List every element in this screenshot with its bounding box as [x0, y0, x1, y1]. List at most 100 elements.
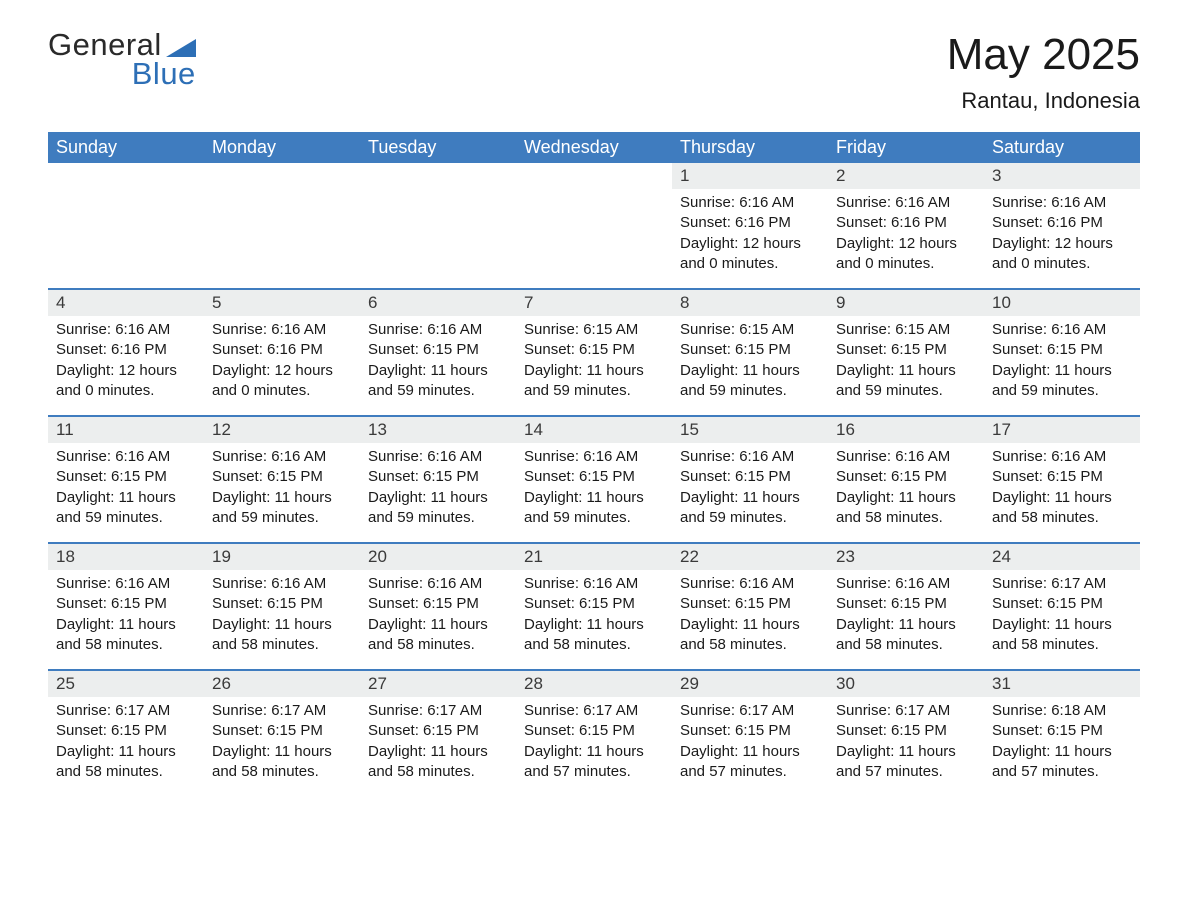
day-sunset-line: Sunset: 6:15 PM	[992, 594, 1132, 614]
day-sunset-line: Sunset: 6:15 PM	[836, 594, 976, 614]
calendar-day-cell: 19Sunrise: 6:16 AMSunset: 6:15 PMDayligh…	[204, 544, 360, 668]
day-daylight1-line: Daylight: 11 hours	[56, 615, 196, 635]
day-daylight1-line: Daylight: 11 hours	[992, 488, 1132, 508]
day-daylight1-line: Daylight: 11 hours	[680, 361, 820, 381]
day-number: 18	[48, 544, 204, 570]
day-daylight2-line: and 58 minutes.	[992, 635, 1132, 655]
day-daylight2-line: and 59 minutes.	[212, 508, 352, 528]
day-daylight1-line: Daylight: 11 hours	[212, 742, 352, 762]
day-number: 12	[204, 417, 360, 443]
day-daylight2-line: and 58 minutes.	[56, 635, 196, 655]
day-sunrise-line: Sunrise: 6:17 AM	[368, 701, 508, 721]
day-sunrise-line: Sunrise: 6:17 AM	[680, 701, 820, 721]
day-details: Sunrise: 6:16 AMSunset: 6:15 PMDaylight:…	[360, 443, 516, 534]
calendar-week-row: 18Sunrise: 6:16 AMSunset: 6:15 PMDayligh…	[48, 542, 1140, 668]
day-sunset-line: Sunset: 6:15 PM	[836, 340, 976, 360]
day-daylight2-line: and 0 minutes.	[992, 254, 1132, 274]
calendar-day-cell: 27Sunrise: 6:17 AMSunset: 6:15 PMDayligh…	[360, 671, 516, 795]
dow-header-cell: Tuesday	[360, 132, 516, 163]
calendar-day-cell: 18Sunrise: 6:16 AMSunset: 6:15 PMDayligh…	[48, 544, 204, 668]
day-sunset-line: Sunset: 6:15 PM	[368, 340, 508, 360]
day-sunrise-line: Sunrise: 6:17 AM	[212, 701, 352, 721]
day-sunrise-line: Sunrise: 6:16 AM	[56, 447, 196, 467]
day-daylight1-line: Daylight: 11 hours	[836, 488, 976, 508]
calendar-day-cell: 29Sunrise: 6:17 AMSunset: 6:15 PMDayligh…	[672, 671, 828, 795]
calendar-day-cell: 14Sunrise: 6:16 AMSunset: 6:15 PMDayligh…	[516, 417, 672, 541]
day-daylight1-line: Daylight: 11 hours	[524, 615, 664, 635]
day-daylight2-line: and 59 minutes.	[992, 381, 1132, 401]
day-details: Sunrise: 6:16 AMSunset: 6:15 PMDaylight:…	[984, 316, 1140, 407]
day-number: 5	[204, 290, 360, 316]
day-daylight2-line: and 58 minutes.	[836, 635, 976, 655]
day-details: Sunrise: 6:16 AMSunset: 6:16 PMDaylight:…	[672, 189, 828, 280]
day-number: 17	[984, 417, 1140, 443]
day-daylight1-line: Daylight: 11 hours	[212, 615, 352, 635]
dow-header-cell: Monday	[204, 132, 360, 163]
day-sunset-line: Sunset: 6:15 PM	[524, 594, 664, 614]
day-daylight2-line: and 57 minutes.	[680, 762, 820, 782]
calendar-day-cell: 28Sunrise: 6:17 AMSunset: 6:15 PMDayligh…	[516, 671, 672, 795]
day-sunrise-line: Sunrise: 6:15 AM	[524, 320, 664, 340]
day-sunset-line: Sunset: 6:15 PM	[524, 340, 664, 360]
day-daylight1-line: Daylight: 12 hours	[680, 234, 820, 254]
calendar-day-cell	[516, 163, 672, 287]
calendar-day-cell: 22Sunrise: 6:16 AMSunset: 6:15 PMDayligh…	[672, 544, 828, 668]
day-sunrise-line: Sunrise: 6:17 AM	[992, 574, 1132, 594]
day-sunset-line: Sunset: 6:15 PM	[836, 467, 976, 487]
calendar-week-row: 11Sunrise: 6:16 AMSunset: 6:15 PMDayligh…	[48, 415, 1140, 541]
day-sunset-line: Sunset: 6:16 PM	[212, 340, 352, 360]
day-daylight1-line: Daylight: 12 hours	[56, 361, 196, 381]
calendar-day-cell: 26Sunrise: 6:17 AMSunset: 6:15 PMDayligh…	[204, 671, 360, 795]
day-sunrise-line: Sunrise: 6:16 AM	[368, 574, 508, 594]
day-number: 15	[672, 417, 828, 443]
logo: General Blue	[48, 30, 196, 89]
day-details: Sunrise: 6:16 AMSunset: 6:15 PMDaylight:…	[828, 443, 984, 534]
logo-line1: General	[48, 30, 196, 59]
day-number: 30	[828, 671, 984, 697]
calendar-day-cell: 5Sunrise: 6:16 AMSunset: 6:16 PMDaylight…	[204, 290, 360, 414]
day-daylight2-line: and 0 minutes.	[56, 381, 196, 401]
day-daylight2-line: and 57 minutes.	[524, 762, 664, 782]
calendar-day-cell: 25Sunrise: 6:17 AMSunset: 6:15 PMDayligh…	[48, 671, 204, 795]
day-daylight2-line: and 59 minutes.	[680, 508, 820, 528]
day-sunset-line: Sunset: 6:15 PM	[992, 467, 1132, 487]
day-daylight2-line: and 58 minutes.	[212, 762, 352, 782]
day-sunset-line: Sunset: 6:15 PM	[212, 594, 352, 614]
day-details: Sunrise: 6:15 AMSunset: 6:15 PMDaylight:…	[516, 316, 672, 407]
day-daylight1-line: Daylight: 11 hours	[836, 361, 976, 381]
calendar-week-row: 4Sunrise: 6:16 AMSunset: 6:16 PMDaylight…	[48, 288, 1140, 414]
day-daylight2-line: and 59 minutes.	[524, 381, 664, 401]
day-sunset-line: Sunset: 6:15 PM	[992, 340, 1132, 360]
calendar-week-row: 1Sunrise: 6:16 AMSunset: 6:16 PMDaylight…	[48, 163, 1140, 287]
day-sunrise-line: Sunrise: 6:17 AM	[56, 701, 196, 721]
day-of-week-header-row: SundayMondayTuesdayWednesdayThursdayFrid…	[48, 132, 1140, 163]
calendar-day-cell	[204, 163, 360, 287]
calendar-day-cell: 4Sunrise: 6:16 AMSunset: 6:16 PMDaylight…	[48, 290, 204, 414]
title-block: May 2025 Rantau, Indonesia	[947, 30, 1140, 114]
day-details: Sunrise: 6:16 AMSunset: 6:15 PMDaylight:…	[204, 570, 360, 661]
day-number: 13	[360, 417, 516, 443]
day-sunset-line: Sunset: 6:15 PM	[368, 721, 508, 741]
calendar-day-cell: 15Sunrise: 6:16 AMSunset: 6:15 PMDayligh…	[672, 417, 828, 541]
day-daylight2-line: and 59 minutes.	[680, 381, 820, 401]
day-sunrise-line: Sunrise: 6:16 AM	[56, 574, 196, 594]
dow-header-cell: Friday	[828, 132, 984, 163]
day-daylight2-line: and 58 minutes.	[212, 635, 352, 655]
day-sunrise-line: Sunrise: 6:16 AM	[836, 193, 976, 213]
day-daylight2-line: and 0 minutes.	[212, 381, 352, 401]
calendar-day-cell: 10Sunrise: 6:16 AMSunset: 6:15 PMDayligh…	[984, 290, 1140, 414]
dow-header-cell: Thursday	[672, 132, 828, 163]
calendar-day-cell: 7Sunrise: 6:15 AMSunset: 6:15 PMDaylight…	[516, 290, 672, 414]
day-daylight2-line: and 58 minutes.	[524, 635, 664, 655]
calendar-day-cell: 17Sunrise: 6:16 AMSunset: 6:15 PMDayligh…	[984, 417, 1140, 541]
day-daylight2-line: and 0 minutes.	[680, 254, 820, 274]
day-sunset-line: Sunset: 6:15 PM	[680, 594, 820, 614]
day-sunrise-line: Sunrise: 6:16 AM	[836, 574, 976, 594]
day-daylight2-line: and 58 minutes.	[836, 508, 976, 528]
day-sunset-line: Sunset: 6:15 PM	[368, 594, 508, 614]
day-daylight2-line: and 57 minutes.	[992, 762, 1132, 782]
day-details: Sunrise: 6:17 AMSunset: 6:15 PMDaylight:…	[48, 697, 204, 788]
day-number: 4	[48, 290, 204, 316]
day-number: 27	[360, 671, 516, 697]
day-sunset-line: Sunset: 6:15 PM	[836, 721, 976, 741]
